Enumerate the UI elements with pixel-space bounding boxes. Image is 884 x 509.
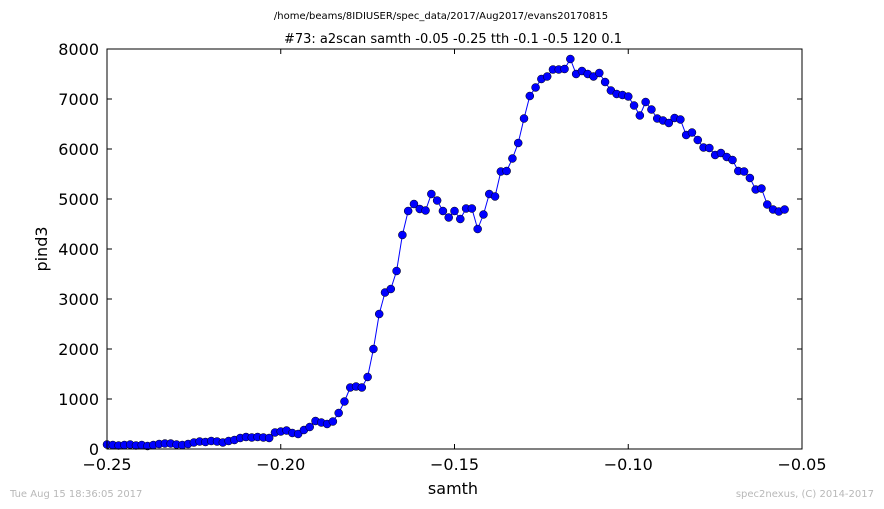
data-point [328, 417, 338, 426]
y-tick-label: 1000 [58, 390, 99, 409]
data-point [780, 205, 789, 214]
data-point [450, 206, 459, 216]
y-tick-label: 7000 [58, 90, 99, 109]
data-point [635, 111, 645, 120]
data-point [374, 309, 384, 319]
data-point [357, 383, 367, 392]
data-point [728, 155, 737, 165]
data-point [716, 148, 726, 158]
data-point [479, 210, 488, 219]
data-point [745, 173, 755, 183]
data-point [739, 167, 749, 176]
data-point [705, 143, 714, 153]
chart-title: #73: a2scan samth -0.05 -0.25 tth -0.1 -… [284, 32, 622, 47]
data-point [398, 230, 407, 240]
data-point [641, 97, 650, 107]
data-point [763, 200, 772, 209]
data-point [473, 224, 482, 234]
data-point [386, 284, 396, 294]
axes-frame [106, 48, 803, 450]
y-tick-label: 6000 [58, 140, 99, 159]
y-axis-label: pind3 [32, 226, 51, 271]
data-point [369, 344, 378, 354]
data-point [664, 118, 674, 128]
data-point [757, 184, 766, 193]
y-tick-label: 3000 [58, 290, 99, 309]
data-point [508, 154, 517, 163]
x-tick-label: −0.20 [256, 455, 305, 474]
data-point [334, 408, 343, 418]
data-point [687, 128, 697, 137]
data-point [444, 213, 453, 222]
data-point [432, 196, 442, 205]
plot-layer [102, 54, 789, 451]
data-point [438, 206, 448, 216]
y-tick-label: 0 [89, 440, 99, 459]
data-point [566, 54, 575, 64]
data-point [513, 138, 523, 148]
data-point [421, 206, 430, 215]
y-tick-label: 2000 [58, 340, 99, 359]
data-point [264, 433, 274, 443]
footer-timestamp: Tue Aug 15 18:36:05 2017 [10, 489, 143, 500]
data-point [403, 206, 413, 216]
data-point [427, 189, 436, 199]
data-point [392, 266, 401, 276]
data-point [519, 114, 529, 123]
data-point [340, 397, 349, 406]
x-tick-label: −0.15 [430, 455, 479, 474]
data-point [531, 83, 540, 92]
data-point [456, 214, 465, 224]
data-point [525, 91, 535, 101]
data-point [293, 429, 303, 439]
y-tick-label: 5000 [58, 190, 99, 209]
data-point [629, 101, 639, 110]
data-point [595, 68, 604, 78]
data-point [647, 105, 656, 114]
x-tick-label: −0.25 [82, 455, 131, 474]
data-point [693, 135, 703, 145]
data-point [624, 92, 633, 101]
x-tick-label: −0.05 [777, 455, 826, 474]
data-point [305, 422, 314, 432]
file-path-header: /home/beams/8IDIUSER/spec_data/2017/Aug2… [274, 11, 608, 22]
data-point [676, 115, 685, 124]
y-tick-label: 8000 [58, 40, 99, 59]
data-point [502, 166, 511, 176]
x-tick-label: −0.10 [604, 455, 653, 474]
data-point [600, 77, 610, 87]
data-point [560, 64, 569, 74]
data-point [363, 372, 372, 382]
data-point [467, 204, 477, 213]
data-point [542, 72, 552, 81]
data-point [490, 192, 500, 201]
y-tick-label: 4000 [58, 240, 99, 259]
ticks-layer: −0.25 −0.20 −0.15 −0.10 −0.05 0 1000 2000 3000 40… [58, 40, 826, 474]
x-axis-label: samth [428, 479, 478, 498]
data-point [409, 199, 419, 209]
footer-credit: spec2nexus, (C) 2014-2017 [735, 489, 874, 500]
